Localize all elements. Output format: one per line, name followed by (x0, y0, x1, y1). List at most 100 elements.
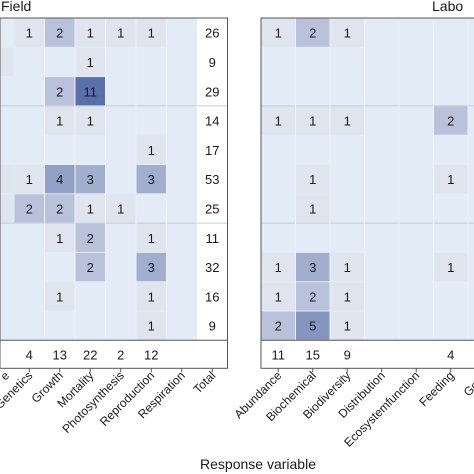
cell-p0-r0-c2-label: 1 (87, 26, 94, 41)
cell-p1-r3-c5-label: 2 (447, 114, 454, 129)
cell-p1-r0-c0-fill (261, 18, 295, 47)
partial-cell-r1 (0, 47, 14, 77)
cell-p0-r7-c2-label: 2 (87, 231, 94, 246)
cell-p0-r9-c1-fill (45, 282, 75, 311)
column-total-p1-c2: 9 (344, 347, 351, 362)
cell-p1-r10-c2-fill (330, 311, 364, 340)
cell-p0-r4-c4-label: 1 (148, 143, 155, 158)
total-value-r4: 17 (205, 143, 219, 158)
total-value-r1: 9 (209, 55, 216, 70)
cell-p0-r10-c4-label: 1 (148, 319, 155, 334)
cell-p0-r9-c4-label: 1 (148, 289, 155, 304)
cell-p0-r7-c4-fill (136, 223, 166, 252)
cell-p1-r6-c1-fill (296, 194, 330, 223)
cell-p0-r7-c2-fill (75, 223, 105, 252)
panel-1-totals-strip (261, 340, 474, 369)
cell-p0-r5-c4-fill (136, 165, 166, 194)
column-total-p0-c2: 22 (83, 347, 97, 362)
cell-p0-r8-c4-label: 3 (148, 260, 155, 275)
cell-p0-r6-c0-fill (14, 194, 44, 223)
cell-p0-r8-c4-fill (136, 252, 166, 282)
cell-p0-r0-c0-label: 1 (26, 26, 33, 41)
cell-p0-r1-c2-label: 1 (87, 55, 94, 70)
cell-p1-r5-c1-label: 1 (309, 172, 316, 187)
panel-0-totals-strip (0, 340, 228, 369)
cell-p0-r0-c1-label: 2 (56, 26, 63, 41)
column-total-p1-c1: 15 (306, 347, 320, 362)
cell-p0-r5-c0-fill (14, 165, 44, 194)
cell-p1-r3-c5-fill (434, 106, 468, 135)
total-value-r3: 14 (205, 114, 219, 129)
total-value-r5: 53 (205, 172, 219, 187)
cell-p0-r3-c2-fill (75, 106, 105, 135)
cell-p1-r9-c1-fill (296, 282, 330, 311)
cell-p1-r8-c2-fill (330, 252, 364, 282)
cell-p0-r0-c4-fill (136, 18, 166, 47)
cell-p0-r5-c2-fill (75, 165, 105, 194)
cell-p1-r9-c0-label: 1 (275, 289, 282, 304)
cell-p0-r2-c2-label: 11 (84, 84, 98, 99)
cell-p0-r8-c2-fill (75, 252, 105, 282)
cell-p1-r10-c1-label: 5 (309, 319, 316, 334)
cell-p1-r0-c1-label: 2 (309, 26, 316, 41)
x-axis-title: Response variable (200, 456, 316, 472)
cell-p0-r1-c2-fill (75, 47, 105, 77)
cell-p1-r3-c1-fill (296, 106, 330, 135)
cell-p0-r3-c1-fill (45, 106, 75, 135)
cell-p0-r3-c2-label: 1 (87, 114, 94, 129)
partial-cell-r5 (0, 165, 14, 194)
cell-p1-r9-c1-label: 2 (309, 289, 316, 304)
cell-p1-r0-c2-label: 1 (344, 26, 351, 41)
cell-p0-r5-c1-fill (45, 165, 75, 194)
cell-p1-r8-c1-fill (296, 252, 330, 282)
cell-p0-r5-c2-label: 3 (87, 172, 94, 187)
cell-p0-r7-c1-label: 1 (56, 231, 63, 246)
cell-p0-r6-c3-fill (106, 194, 136, 223)
cell-p0-r4-c4-fill (136, 135, 166, 164)
cell-p0-r6-c2-fill (75, 194, 105, 223)
cell-p1-r5-c5-label: 1 (447, 172, 454, 187)
cell-p1-r6-c1-label: 1 (309, 201, 316, 216)
cell-p1-r0-c2-fill (330, 18, 364, 47)
cell-p1-r10-c1-fill (296, 311, 330, 340)
cell-p0-r2-c2-fill (75, 77, 105, 106)
cell-p0-r6-c1-fill (45, 194, 75, 223)
partial-cell-r6 (0, 194, 14, 223)
cell-p0-r0-c4-label: 1 (148, 26, 155, 41)
tick-label-p1-c6: Gene (461, 368, 474, 399)
heatmap-marks: 1 2 1 1 1 261 92 11 291 1 141 171 4 3 3 532 2 1 1 251 2 1 112 3… (0, 17, 474, 450)
cell-p0-r9-c4-fill (136, 282, 166, 311)
cell-p0-r0-c3-label: 1 (117, 26, 124, 41)
cell-p0-r5-c1-label: 4 (56, 172, 63, 187)
cell-p1-r3-c1-label: 1 (309, 114, 316, 129)
total-value-r10: 9 (209, 319, 216, 334)
cell-p1-r8-c2-label: 1 (344, 260, 351, 275)
tick-label-p1-c5: Feeding (416, 369, 457, 410)
column-total-p1-c0: 11 (272, 347, 286, 362)
cell-p0-r10-c4-fill (136, 311, 166, 340)
cell-p1-r8-c0-label: 1 (275, 260, 282, 275)
cell-p0-r3-c1-label: 1 (56, 114, 63, 129)
cell-p1-r3-c0-fill (261, 106, 295, 135)
cell-p0-r6-c2-label: 1 (87, 201, 94, 216)
total-value-r9: 16 (205, 289, 219, 304)
cell-p1-r3-c2-label: 1 (344, 114, 351, 129)
cell-p0-r5-c0-label: 1 (26, 172, 33, 187)
cell-p1-r10-c0-fill (261, 311, 295, 340)
panel-title-field: Field (1, 0, 31, 14)
column-total-p0-c3: 2 (117, 347, 124, 362)
column-total-p0-c0: 4 (26, 347, 33, 362)
cell-p1-r9-c0-fill (261, 282, 295, 311)
total-value-r2: 29 (205, 84, 219, 99)
cell-p0-r0-c0-fill (14, 18, 44, 47)
cell-p0-r5-c4-label: 3 (148, 172, 155, 187)
total-value-r8: 32 (205, 260, 219, 275)
cell-p1-r3-c0-label: 1 (275, 114, 282, 129)
total-value-r6: 25 (205, 201, 219, 216)
panel-0-frame (0, 17, 228, 369)
total-value-r7: 11 (206, 231, 220, 246)
cell-p1-r8-c0-fill (261, 252, 295, 282)
cell-p1-r3-c2-fill (330, 106, 364, 135)
cell-p1-r10-c0-label: 2 (275, 319, 282, 334)
